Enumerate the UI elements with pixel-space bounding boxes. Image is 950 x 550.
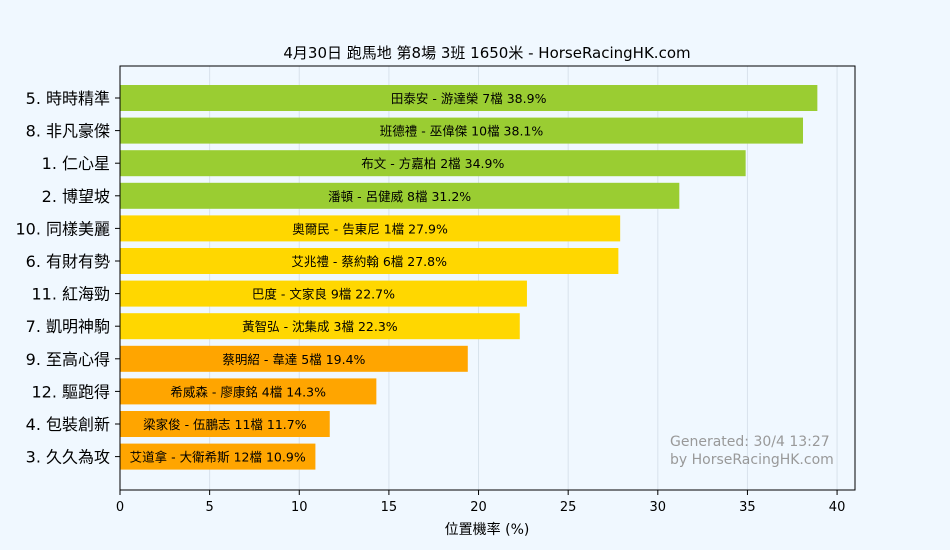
bar-label: 巴度 - 文家良 9檔 22.7% xyxy=(252,287,395,302)
bar-label: 奧爾民 - 告東尼 1檔 27.9% xyxy=(292,221,448,236)
x-tick-label: 5 xyxy=(205,500,213,515)
source-annotation: by HorseRacingHK.com xyxy=(670,452,834,468)
y-category-label: 5. 時時精準 xyxy=(26,89,110,108)
bar-label: 田泰安 - 游達榮 7檔 38.9% xyxy=(391,91,547,106)
bar xyxy=(120,150,746,177)
bar xyxy=(120,85,818,111)
generated-annotation: Generated: 30/4 13:27 xyxy=(670,434,830,450)
bar xyxy=(120,443,316,470)
bar xyxy=(120,248,619,274)
y-category-label: 7. 凱明神駒 xyxy=(26,317,110,336)
y-category-label: 6. 有財有勢 xyxy=(26,252,110,271)
y-category-label: 4. 包裝創新 xyxy=(26,415,110,434)
bar xyxy=(120,117,804,144)
x-tick-label: 0 xyxy=(116,500,124,515)
bar-label: 蔡明紹 - 韋達 5檔 19.4% xyxy=(222,352,365,367)
y-category-label: 1. 仁心星 xyxy=(42,154,110,173)
bar xyxy=(120,411,330,437)
x-tick-label: 10 xyxy=(291,500,308,515)
y-category-label: 3. 久久為攻 xyxy=(26,448,110,467)
bar-labels: 田泰安 - 游達榮 7檔 38.9% 班德禮 - 巫偉傑 10檔 38.1% 布文 … xyxy=(130,91,547,465)
bar xyxy=(120,182,680,209)
y-category-label: 9. 至高心得 xyxy=(26,350,110,369)
x-tick-label: 15 xyxy=(381,500,398,515)
x-axis-ticks: 0 5 10 15 20 25 30 35 40 xyxy=(116,490,845,515)
y-category-label: 10. 同樣美麗 xyxy=(15,219,110,238)
y-category-label: 8. 非凡豪傑 xyxy=(26,122,110,141)
x-tick-label: 35 xyxy=(739,500,756,515)
plot-frame xyxy=(119,65,856,491)
x-axis-label: 位置機率 (%) xyxy=(445,521,530,538)
x-tick-label: 20 xyxy=(470,500,487,515)
bar-label: 艾道拿 - 大衛希斯 12檔 10.9% xyxy=(130,450,306,465)
y-axis-categories: 5. 時時精準 8. 非凡豪傑 1. 仁心星 2. 博望坡 10. 同樣美麗 6. 有財有… xyxy=(15,89,120,467)
x-tick-label: 40 xyxy=(829,500,846,515)
chart-title: 4月30日 跑馬地 第8場 3班 1650米 - HorseRacingHK.c… xyxy=(283,44,690,62)
bar-label: 艾兆禮 - 蔡約翰 6檔 27.8% xyxy=(291,254,447,269)
y-category-label: 11. 紅海勁 xyxy=(31,285,110,304)
bar xyxy=(120,280,527,307)
bar-label: 希威森 - 廖康銘 4檔 14.3% xyxy=(170,384,326,399)
bars xyxy=(120,85,818,470)
bar xyxy=(120,378,377,405)
bar-label: 梁家俊 - 伍鵬志 11檔 11.7% xyxy=(143,417,307,432)
bar-label: 班德禮 - 巫偉傑 10檔 38.1% xyxy=(380,124,544,139)
bar-label: 布文 - 方嘉柏 2檔 34.9% xyxy=(361,156,504,171)
bar-label: 潘頓 - 呂健威 8檔 31.2% xyxy=(328,189,471,204)
bar xyxy=(120,215,621,242)
bar-label: 黃智弘 - 沈集成 3檔 22.3% xyxy=(242,319,398,334)
x-tick-label: 25 xyxy=(560,500,577,515)
y-category-label: 12. 驅跑得 xyxy=(31,382,110,401)
bar xyxy=(120,313,520,340)
y-category-label: 2. 博望坡 xyxy=(42,187,110,206)
bar xyxy=(120,345,468,372)
x-tick-label: 30 xyxy=(650,500,667,515)
